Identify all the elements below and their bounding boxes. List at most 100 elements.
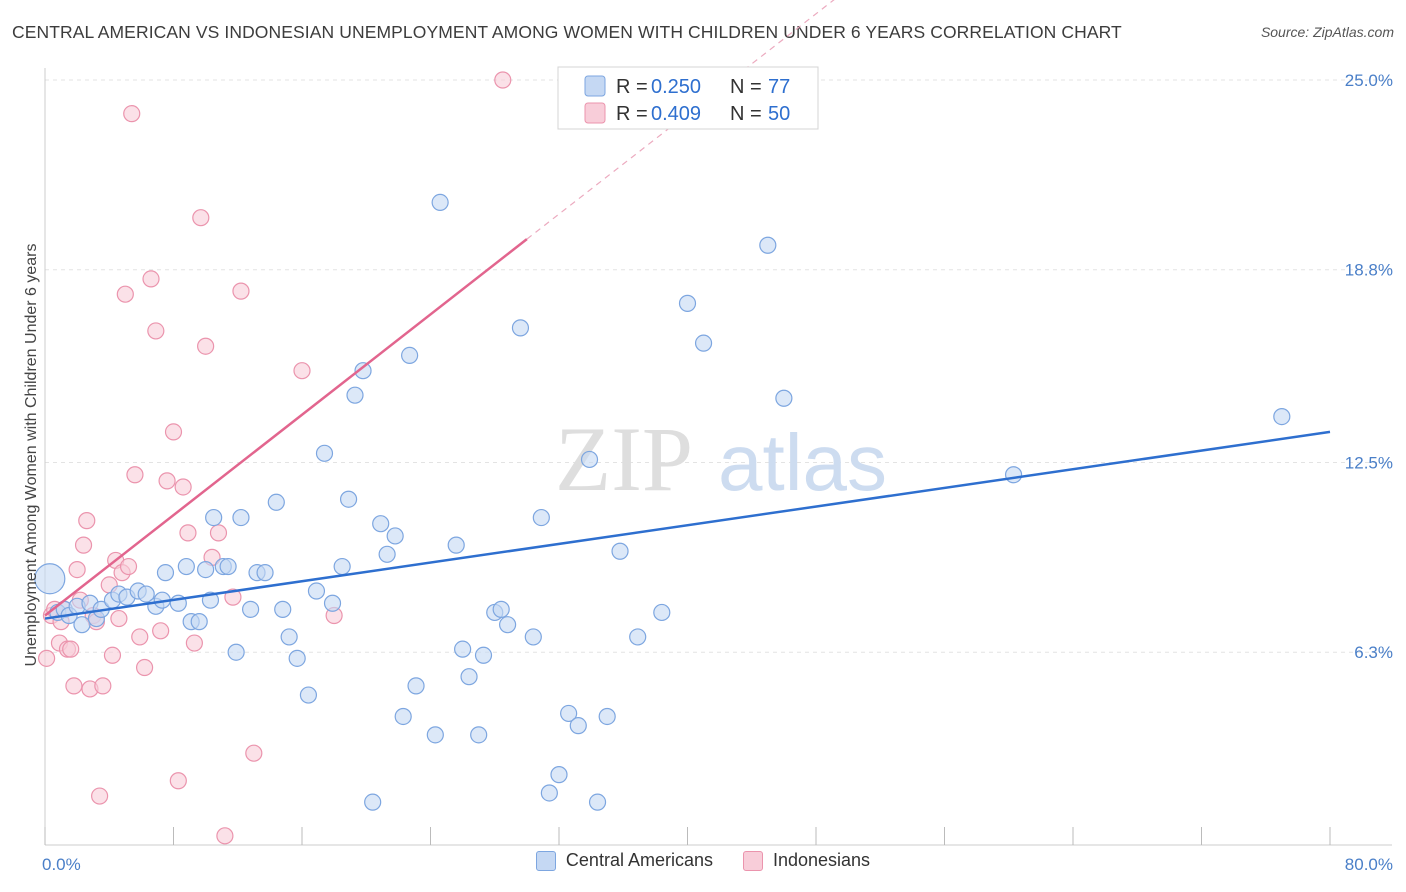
x-tick-label-0: 0.0% [42, 855, 81, 874]
central-americans-point-30 [256, 564, 274, 582]
central-americans-point-47 [394, 707, 412, 726]
central-americans-point-43 [364, 793, 382, 811]
indonesians-point-37 [185, 634, 203, 652]
central-americans-point-53 [454, 640, 472, 658]
indonesians-point-27 [131, 628, 149, 646]
indonesians-point-7 [62, 640, 80, 658]
indonesians-point-35 [174, 478, 192, 496]
central-americans-point-63 [540, 784, 558, 802]
central-americans-point-70 [611, 542, 629, 560]
legend-r-value-1: 0.250 [651, 76, 701, 98]
series-legend: Central Americans Indonesians [0, 850, 1406, 871]
indonesians-point-25 [123, 105, 141, 123]
central-americans-points [34, 193, 1291, 811]
central-americans-point-37 [315, 444, 334, 462]
indonesians-trend-line [44, 238, 528, 617]
central-americans-point-66 [569, 717, 587, 735]
indonesians-point-8 [65, 677, 83, 695]
watermark: ZIP atlas [555, 408, 887, 510]
x-tick-label-1: 80.0% [1345, 855, 1393, 874]
central-americans-point-60 [511, 319, 530, 337]
indonesians-point-24 [119, 557, 138, 576]
indonesians-point-21 [110, 609, 128, 628]
legend-r-label-1: R = [616, 76, 648, 98]
central-americans-point-38 [323, 594, 342, 612]
indonesians-point-32 [158, 472, 176, 490]
indonesians-point-30 [147, 322, 165, 340]
central-americans-point-46 [386, 527, 404, 545]
central-americans-point-34 [288, 649, 306, 667]
central-americans-point-68 [588, 793, 607, 811]
central-americans-point-78 [1273, 408, 1291, 426]
central-americans-point-45 [378, 545, 396, 563]
y-tick-label-2: 18.8% [1345, 261, 1393, 280]
central-americans-point-16 [156, 564, 175, 582]
indonesians-point-16 [91, 787, 109, 805]
y-axis-label: Unemployment Among Women with Children U… [23, 243, 40, 666]
watermark-atlas: atlas [718, 418, 887, 507]
central-americans-point-0 [34, 563, 66, 595]
y-tick-label-0: 6.3% [1354, 643, 1393, 662]
central-americans-point-65 [560, 704, 578, 723]
indonesians-point-12 [78, 512, 96, 530]
central-americans-point-18 [177, 557, 195, 576]
legend-n-value-1: 77 [768, 76, 790, 98]
central-americans-point-20 [190, 613, 208, 631]
central-americans-point-51 [431, 193, 449, 211]
legend-n-value-2: 50 [768, 103, 790, 125]
legend-item-central-americans: Central Americans [535, 850, 713, 871]
central-americans-point-5 [73, 616, 91, 634]
legend-swatch-blue [584, 75, 606, 97]
central-americans-trend-line [44, 430, 1331, 620]
central-americans-point-21 [197, 560, 215, 579]
central-americans-point-74 [694, 334, 713, 352]
y-tick-label-3: 25.0% [1345, 71, 1393, 90]
indonesians-point-28 [135, 658, 154, 677]
legend-n-label-1: N = [730, 76, 762, 98]
indonesians-point-17 [94, 677, 112, 695]
indonesians-point-33 [164, 423, 183, 441]
y-tick-label-1: 12.5% [1345, 454, 1393, 473]
central-americans-point-76 [775, 389, 793, 407]
indonesians-point-36 [179, 524, 197, 542]
axes [44, 68, 1392, 846]
central-americans-point-62 [532, 508, 550, 527]
correlation-legend: R = 0.250 N = 77 R = 0.409 N = 50 [557, 66, 819, 130]
central-americans-point-77 [1004, 466, 1023, 484]
central-americans-point-49 [407, 677, 425, 695]
central-americans-point-41 [346, 386, 364, 404]
source-credit: Source: ZipAtlas.com [1260, 24, 1394, 40]
central-americans-point-33 [280, 628, 298, 646]
central-americans-point-40 [339, 490, 358, 508]
indonesians-point-44 [232, 282, 250, 300]
indonesians-point-48 [494, 71, 512, 89]
grid-lines [45, 79, 1392, 653]
central-americans-point-27 [232, 508, 250, 527]
central-americans-point-26 [227, 643, 245, 661]
indonesians-point-42 [216, 827, 234, 845]
central-americans-point-61 [524, 628, 542, 646]
central-americans-point-69 [598, 707, 616, 726]
legend-swatch-pink [584, 102, 606, 124]
indonesians-point-19 [103, 646, 122, 664]
indonesians-point-38 [192, 209, 210, 227]
indonesians-point-29 [142, 270, 160, 288]
legend-n-label-2: N = [730, 103, 762, 125]
central-americans-swatch [535, 850, 556, 871]
indonesians-label: Indonesians [772, 850, 871, 870]
indonesians-point-9 [68, 560, 86, 579]
central-americans-point-56 [474, 646, 493, 664]
indonesians-point-45 [245, 744, 263, 762]
central-americans-point-67 [580, 450, 599, 469]
central-americans-point-64 [550, 766, 568, 784]
central-americans-point-42 [354, 362, 372, 380]
central-americans-point-32 [274, 600, 292, 618]
central-americans-point-71 [629, 628, 647, 646]
legend-item-indonesians: Indonesians [742, 850, 871, 871]
indonesians-point-34 [169, 772, 187, 790]
indonesians-point-0 [38, 649, 56, 667]
central-americans-point-55 [470, 726, 488, 744]
central-americans-point-72 [653, 603, 671, 622]
central-americans-point-28 [242, 600, 260, 618]
